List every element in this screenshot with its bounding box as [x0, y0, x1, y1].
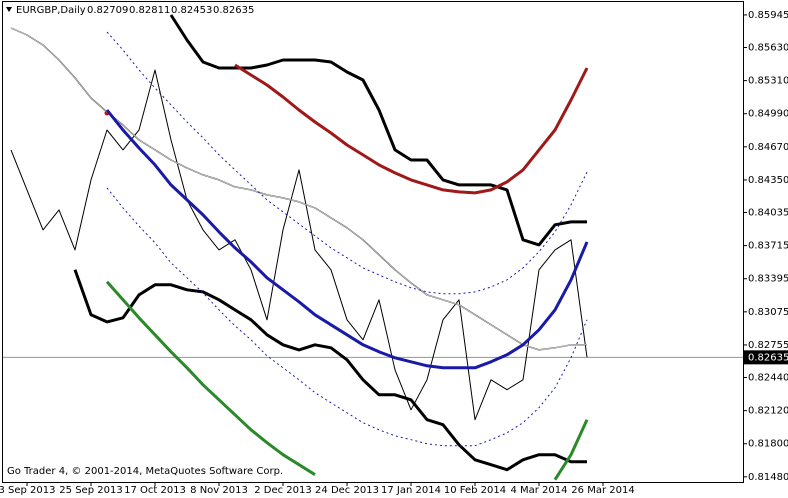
x-tick-label: 2 Dec 2013 — [254, 485, 312, 496]
y-tick-label: 0.84035 — [748, 208, 788, 219]
series-line — [106, 187, 588, 447]
y-tick-label: 0.83395 — [748, 274, 788, 285]
ohlc-value: 0.82635 — [213, 5, 254, 16]
ohlc-value: 0.82453 — [171, 5, 212, 16]
y-tick-label: 0.84350 — [748, 175, 788, 186]
ohlc-value: 0.82709 — [87, 5, 128, 16]
ohlc-readout: 0.82709 0.82811 0.82453 0.82635 — [87, 5, 254, 16]
y-tick-label: 0.83715 — [748, 241, 788, 252]
series-line — [234, 63, 589, 195]
y-tick-label: 0.82440 — [748, 373, 788, 384]
x-tick-label: 17 Jan 2014 — [381, 485, 441, 496]
current-price-box — [744, 350, 788, 365]
x-tick-label: 4 Mar 2014 — [510, 485, 567, 496]
y-tick-label: 0.81480 — [748, 472, 788, 483]
y-tick-label: 0.85310 — [748, 76, 788, 87]
series-line — [553, 419, 589, 481]
series-line — [105, 109, 589, 370]
x-tick-label: 10 Feb 2014 — [444, 485, 506, 496]
series-line — [105, 280, 316, 476]
y-tick-label: 0.82755 — [748, 340, 788, 351]
current-price-label: 0.82635 — [748, 352, 788, 363]
series-line — [73, 269, 587, 472]
chart-title: EURGBP,Daily — [16, 5, 86, 16]
copyright: Go Trader 4, © 2001-2014, MetaQuotes Sof… — [7, 466, 283, 477]
x-tick-label: 25 Sep 2013 — [59, 485, 122, 496]
menu-arrow[interactable] — [6, 7, 12, 12]
y-tick-label: 0.82120 — [748, 406, 788, 417]
series-line — [106, 31, 588, 295]
x-tick-label: 17 Oct 2013 — [124, 485, 186, 496]
y-tick-label: 0.83075 — [748, 307, 788, 318]
x-tick-label: 26 Mar 2014 — [571, 485, 634, 496]
x-tick-label: 3 Sep 2013 — [0, 485, 56, 496]
plot-frame — [2, 1, 744, 483]
ohlc-value: 0.82811 — [129, 5, 170, 16]
x-tick-label: 8 Nov 2013 — [190, 485, 248, 496]
y-tick-label: 0.84670 — [748, 142, 788, 153]
y-tick-label: 0.85630 — [748, 43, 788, 54]
y-tick-label: 0.81800 — [748, 439, 788, 450]
y-tick-label: 0.84990 — [748, 109, 788, 120]
series-line — [10, 69, 588, 421]
x-tick-label: 24 Dec 2013 — [315, 485, 379, 496]
y-tick-label: 0.85945 — [748, 10, 788, 21]
